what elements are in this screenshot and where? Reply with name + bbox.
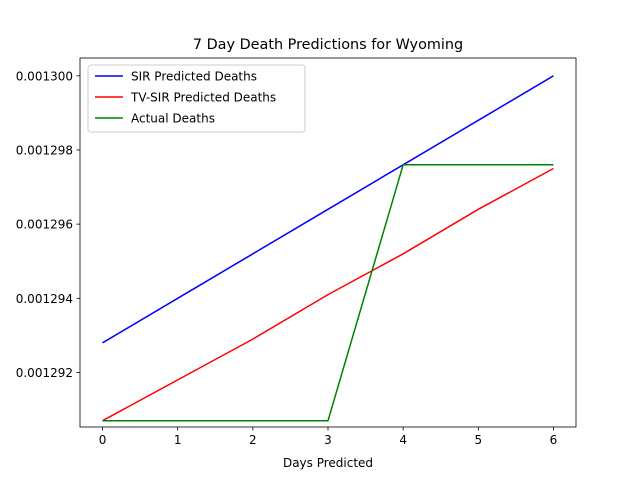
series-layer <box>102 75 554 422</box>
series-line-1 <box>102 167 554 422</box>
x-tick-label: 0 <box>99 433 107 447</box>
y-tick-label: 0.001294 <box>16 292 73 306</box>
y-tick-label: 0.001296 <box>16 218 73 232</box>
legend-label-0: SIR Predicted Deaths <box>131 70 257 84</box>
y-tick-label: 0.001292 <box>16 366 73 380</box>
x-tick-label: 1 <box>174 433 182 447</box>
legend-label-1: TV-SIR Predicted Deaths <box>130 91 276 105</box>
y-axis: 0.001292 0.001294 0.001296 0.001298 0.001300 <box>16 69 80 380</box>
x-tick-label: 2 <box>249 433 257 447</box>
legend-box <box>87 64 306 133</box>
chart-title: 7 Day Death Predictions for Wyoming <box>193 37 463 53</box>
x-axis: 0 1 2 3 4 5 6 <box>99 427 558 447</box>
x-tick-label: 3 <box>324 433 332 447</box>
x-axis-label: Days Predicted <box>283 456 373 470</box>
y-tick-label: 0.001298 <box>16 143 73 157</box>
series-line-0 <box>102 75 554 344</box>
x-tick-label: 6 <box>550 433 558 447</box>
y-tick-label: 0.001300 <box>16 69 73 83</box>
x-tick-label: 4 <box>399 433 407 447</box>
x-tick-label: 5 <box>474 433 482 447</box>
legend: SIR Predicted Deaths TV-SIR Predicted Dea… <box>87 64 306 133</box>
series-line-2 <box>102 164 554 422</box>
legend-label-2: Actual Deaths <box>131 112 215 126</box>
